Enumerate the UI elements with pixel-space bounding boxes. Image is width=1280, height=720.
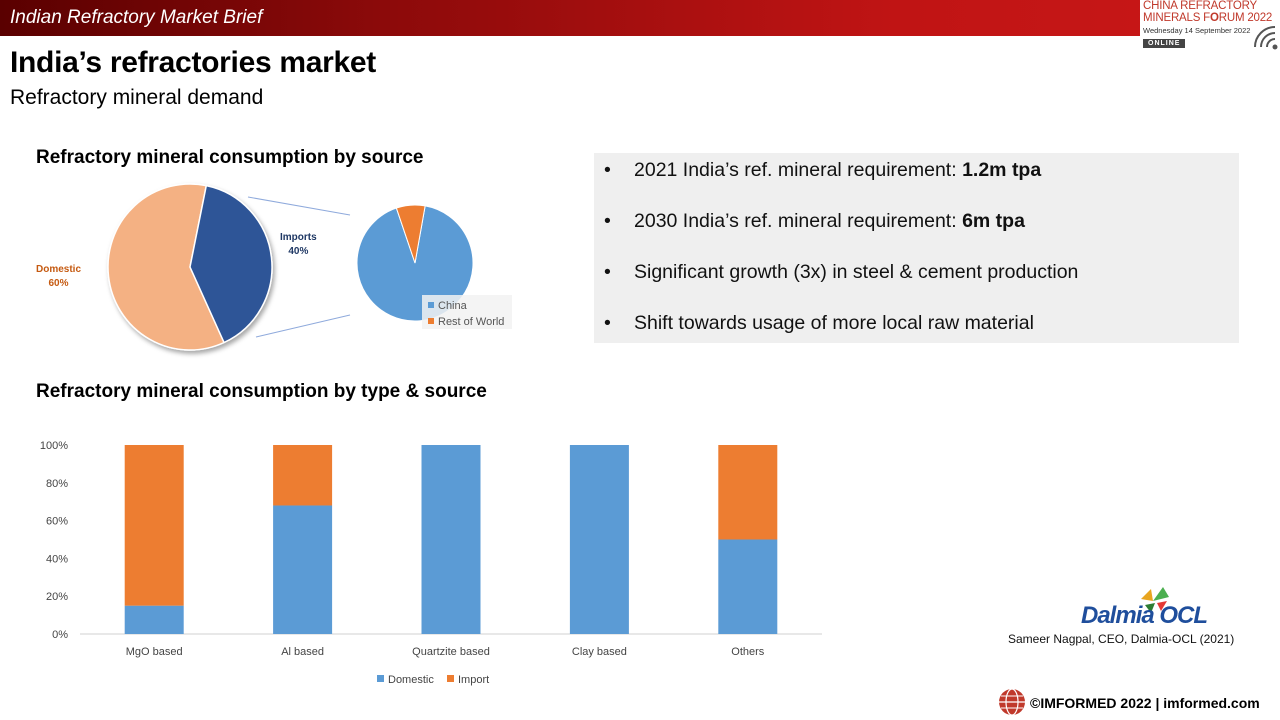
bar-domestic-2 — [421, 445, 481, 634]
x-tick-label: MgO based — [126, 646, 183, 658]
pie-connector-top — [247, 196, 351, 216]
forum-logo-line2: MINERALS FORUM 2022 — [1143, 12, 1273, 24]
key-points-box: • 2021 India’s ref. mineral requirement: … — [594, 153, 1239, 343]
imformed-globe-icon — [999, 688, 1025, 716]
sub-pie-slice-rest-of-world — [395, 204, 426, 264]
signal-icon — [1254, 26, 1278, 50]
forum-logo-line1: CHINA REFRACTORY — [1143, 0, 1257, 12]
legend-swatch-import — [447, 675, 454, 682]
dalmia-wordmark: Dalmia OCL — [1081, 602, 1208, 629]
forum-logo-online: ONLINE — [1143, 39, 1186, 48]
x-tick-label: Al based — [281, 646, 324, 658]
legend-rest-of-world: Rest of World — [438, 316, 504, 328]
sub-pie-legend-box — [422, 295, 512, 329]
forum-logo: CHINA REFRACTORY MINERALS FORUM 2022 Wed… — [1140, 0, 1280, 52]
x-tick-label: Clay based — [572, 646, 627, 658]
photo-caption: Sameer Nagpal, CEO, Dalmia-OCL (2021) — [1008, 632, 1235, 646]
y-tick-label: 40% — [46, 553, 68, 565]
bar-import-4 — [718, 445, 778, 540]
brief-title: Indian Refractory Market Brief — [10, 7, 263, 28]
dalmia-swirl-icon — [1141, 587, 1169, 613]
y-tick-label: 60% — [46, 516, 68, 528]
y-tick-label: 0% — [52, 629, 68, 641]
bar-domestic-3 — [569, 445, 629, 634]
legend-import: Import — [458, 674, 489, 686]
legend-swatch-china — [428, 302, 434, 308]
bullet-growth: • Significant growth (3x) in steel & ceme… — [604, 261, 1079, 283]
bar-domestic-1 — [273, 505, 333, 634]
pie-connector-bottom — [255, 314, 351, 338]
x-tick-label: Others — [731, 646, 765, 658]
page-title: India’s refractories market — [10, 46, 376, 79]
pie-slice-domestic — [107, 183, 226, 351]
bullet-local-material: • Shift towards usage of more local raw m… — [604, 312, 1034, 334]
section1-title: Refractory mineral consumption by source — [36, 147, 424, 168]
footer-copyright: ©IMFORMED 2022 | imformed.com — [1030, 695, 1260, 711]
page-subtitle: Refractory mineral demand — [10, 86, 264, 109]
section2-title: Refractory mineral consumption by type &… — [36, 381, 487, 402]
legend-swatch-domestic — [377, 675, 384, 682]
bar-import-1 — [273, 445, 333, 506]
bar-chart: 0% 20% 40% 60% 80% 100% MgO based Al based Quart… — [40, 440, 822, 686]
bullet-2030-requirement: • 2030 India’s ref. mineral requirement: … — [604, 210, 1025, 232]
bar-domestic-4 — [718, 539, 778, 634]
bullet-2021-requirement: • 2021 India’s ref. mineral requirement: … — [604, 159, 1042, 181]
bar-domestic-0 — [124, 605, 184, 634]
sub-pie-slice-china — [356, 205, 474, 322]
pie-label-imports: Imports 40% — [280, 232, 317, 257]
forum-logo-date: Wednesday 14 September 2022 — [1143, 26, 1251, 35]
bar-import-0 — [124, 445, 184, 606]
dalmia-logo: Dalmia OCL — [1078, 585, 1238, 630]
legend-china: China — [438, 300, 468, 312]
y-tick-label: 20% — [46, 591, 68, 603]
y-tick-label: 100% — [40, 440, 68, 452]
pie-slice-imports — [189, 184, 273, 344]
y-tick-label: 80% — [46, 478, 68, 490]
header-bar: Indian Refractory Market Brief — [0, 0, 1280, 36]
bar-chart-area: 0% 20% 40% 60% 80% 100% MgO based Al based Quart… — [30, 430, 830, 700]
pie-label-domestic: Domestic 60% — [36, 264, 82, 289]
pie-chart-area: China Rest of World Domestic 60% Imports 4… — [30, 175, 530, 365]
legend-swatch-row — [428, 318, 434, 324]
legend-domestic: Domestic — [388, 674, 434, 686]
pie-chart: China Rest of World — [107, 183, 512, 351]
x-tick-label: Quartzite based — [412, 646, 490, 658]
